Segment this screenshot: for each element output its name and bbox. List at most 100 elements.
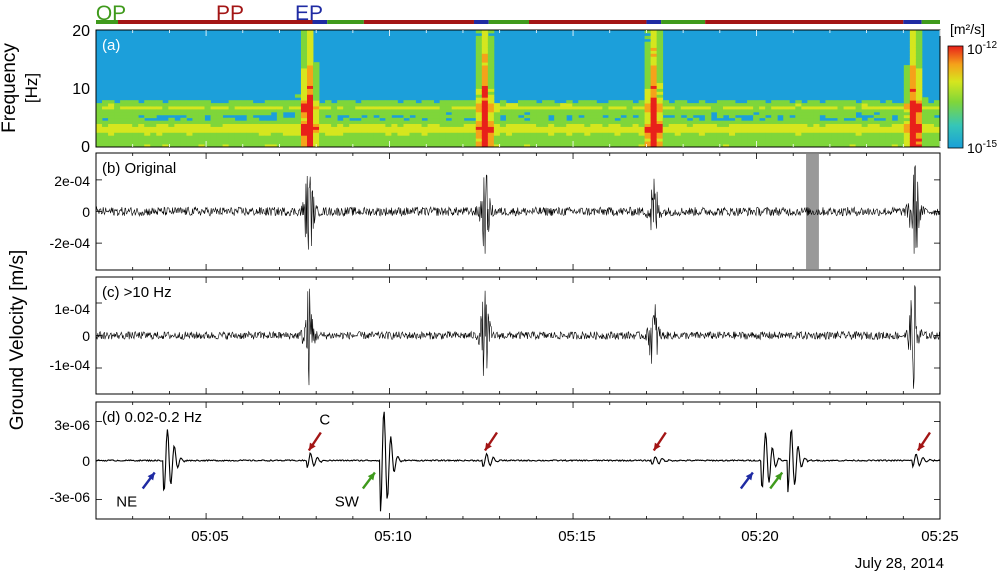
spectrogram-cell	[186, 103, 193, 107]
spectrogram-cell	[144, 144, 151, 148]
spectrogram-cell	[831, 100, 838, 104]
panel-a-ylabel-2: [Hz]	[22, 73, 41, 103]
spectrogram-cell	[722, 100, 730, 104]
spectrogram-cell	[747, 106, 754, 110]
spectrogram-cell	[156, 132, 163, 136]
spectrogram-cell	[843, 132, 850, 136]
spectrogram-cell	[246, 132, 254, 136]
spectrogram-cell	[343, 100, 350, 104]
spectrogram-cell	[885, 117, 893, 122]
spectrogram-cell	[819, 108, 826, 113]
spectrogram-cell	[867, 144, 875, 148]
spectrogram-cell	[909, 103, 917, 107]
spectrogram-cell	[307, 41, 314, 46]
spectrogram-cell	[505, 129, 513, 133]
spectrogram-cell	[313, 132, 320, 136]
panel-b-ytick-0: 0	[82, 204, 90, 220]
spectrogram-cell	[644, 132, 652, 136]
spectrogram-cell	[240, 111, 248, 116]
spectrogram-cell	[650, 53, 658, 57]
spectrogram-cell	[481, 111, 489, 116]
spectrogram-cell	[909, 144, 917, 148]
spectrogram-cell	[355, 129, 362, 133]
spectrogram-cell	[487, 141, 495, 145]
spectrogram-cell	[258, 141, 266, 145]
spectrogram-cell	[921, 97, 929, 101]
spectrogram-cell	[300, 120, 308, 124]
spectrogram-cell	[686, 129, 694, 133]
spectrogram-cell	[795, 144, 802, 148]
spectrogram-cell	[379, 103, 386, 107]
spectrogram-cell	[300, 44, 308, 48]
spectrogram-cell	[765, 108, 772, 113]
spectrogram-cell	[662, 129, 670, 133]
spectrogram-cell	[921, 141, 929, 145]
spectrogram-cell	[210, 141, 217, 145]
spectrogram-cell	[710, 138, 718, 142]
spectrogram-cell	[590, 111, 597, 116]
spectrogram-cell	[222, 106, 230, 110]
spectrogram-cell	[789, 106, 796, 110]
spectrogram-cell	[686, 141, 694, 145]
spectrogram-cell	[680, 132, 688, 136]
spectrogram-cell	[481, 32, 489, 37]
spectrogram-cell	[765, 144, 772, 148]
spectrogram-cell	[439, 106, 447, 110]
spectrogram-cell	[475, 138, 483, 142]
spectrogram-cell	[843, 114, 850, 119]
spectrogram-cell	[168, 135, 175, 139]
spectrogram-cell	[747, 100, 754, 104]
spectrogram-cell	[150, 144, 157, 148]
colorbar-unit: [m²/s]	[950, 21, 985, 37]
spectrogram-cell	[228, 129, 236, 133]
spectrogram-cell	[530, 144, 537, 148]
spectrogram-cell	[403, 141, 410, 145]
spectrogram-cell	[795, 117, 802, 122]
spectrogram-cell	[421, 123, 428, 127]
spectrogram-cell	[288, 138, 296, 142]
spectrogram-cell	[108, 108, 115, 113]
spectrogram-cell	[578, 123, 585, 127]
spectrogram-cell	[300, 111, 308, 116]
spectrogram-cell	[162, 106, 169, 110]
spectrogram-cell	[198, 117, 205, 122]
colorbar: [m²/s] 10-12 10-15	[947, 21, 997, 156]
spectrogram-cell	[391, 126, 398, 130]
spectrogram-cell	[861, 132, 869, 136]
spectrogram-cell	[373, 117, 380, 122]
spectrogram-cell	[662, 108, 670, 113]
spectrogram-cell	[499, 132, 507, 136]
spectrogram-cell	[198, 120, 205, 124]
spectrogram-cell	[108, 114, 115, 119]
spectrogram-cell	[795, 103, 802, 107]
spectrogram-cell	[536, 114, 543, 119]
spectrogram-cell	[313, 123, 320, 127]
spectrogram-cell	[608, 103, 615, 107]
spectrogram-cell	[270, 103, 278, 107]
spectrogram-cell	[300, 68, 308, 72]
spectrogram-cell	[548, 138, 555, 142]
spectrogram-cell	[174, 100, 181, 104]
spectrogram-cell	[753, 129, 760, 133]
spectrogram-cell	[415, 144, 422, 148]
spectrogram-cell	[198, 126, 205, 130]
spectrogram-cell	[126, 100, 133, 104]
spectrogram-cell	[662, 132, 670, 136]
spectrogram-cell	[337, 141, 344, 145]
spectrogram-cell	[626, 132, 633, 136]
spectrogram-cell	[602, 135, 609, 139]
spectrogram-cell	[475, 120, 483, 124]
spectrogram-cell	[138, 106, 145, 110]
spectrogram-cell	[903, 97, 911, 101]
spectrogram-cell	[831, 106, 838, 110]
spectrogram-cell	[927, 120, 935, 124]
spectrogram-cell	[319, 126, 326, 130]
spectrogram-cell	[771, 120, 778, 124]
spectrogram-cell	[578, 132, 585, 136]
spectrogram-cell	[481, 47, 489, 51]
spectrogram-cell	[162, 103, 169, 107]
spectrogram-cell	[307, 88, 314, 92]
spectrogram-cell	[475, 88, 483, 92]
spectrogram-cell	[759, 111, 766, 116]
spectrogram-cell	[867, 103, 875, 107]
